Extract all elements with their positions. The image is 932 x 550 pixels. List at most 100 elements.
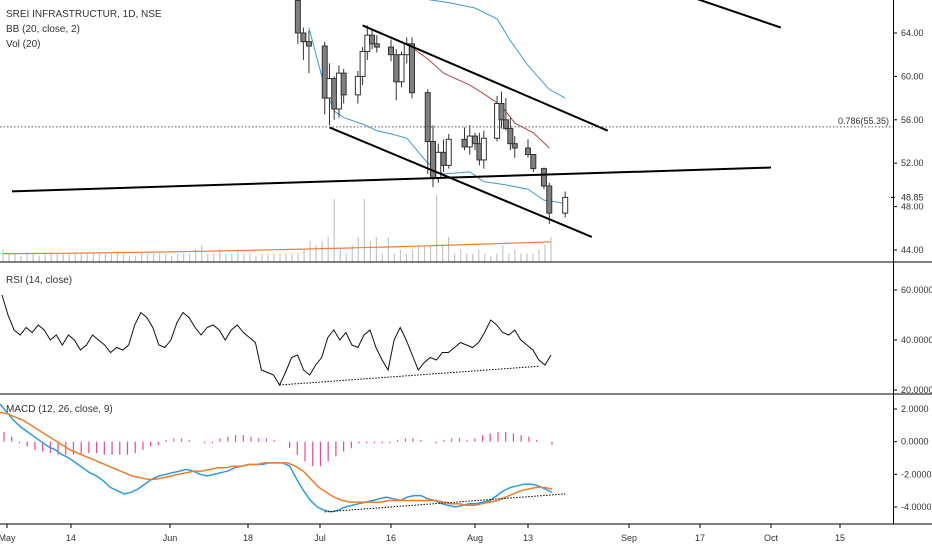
candle-body	[530, 154, 537, 170]
volume-bar	[532, 253, 534, 262]
price-tick-label: 64.00	[901, 28, 924, 38]
candle-body	[507, 127, 514, 145]
volume-bar	[520, 253, 522, 262]
last-price-label: 48.85	[901, 192, 924, 202]
volume-bar	[478, 249, 480, 262]
volume-bar	[74, 253, 76, 262]
price-tick-label: 52.00	[901, 158, 924, 168]
volume-bar	[152, 253, 155, 262]
volume-bar	[177, 253, 179, 262]
volume-bar	[110, 253, 112, 262]
vol-legend[interactable]: Vol (20)	[6, 39, 41, 50]
candle-body	[472, 135, 478, 145]
candle-body	[409, 43, 415, 94]
rsi-line	[1, 294, 552, 387]
price-axis[interactable]: 64.00 60.00 56.00 52.00 48.00 44.00 60.0000 40.…	[891, 28, 932, 512]
fib-label: 0.786(55.35)	[838, 116, 889, 126]
bb-basis-line	[390, 36, 550, 149]
volume-bar	[225, 253, 227, 262]
volume-bar	[38, 255, 40, 262]
last-price-box	[894, 191, 932, 204]
volume-bar	[158, 253, 161, 262]
volume-bar	[339, 249, 341, 262]
volume-bar	[417, 245, 420, 262]
macd-tick-label: -4.0000	[901, 502, 932, 512]
volume-bar	[189, 253, 191, 262]
candle-body	[525, 147, 531, 156]
volume-bar	[405, 253, 408, 262]
date-label: Aug	[467, 533, 483, 543]
volume-bar	[327, 236, 329, 262]
date-axis[interactable]: May 14 Jun 18 Jul 16 Aug 13 Sep 17 Oct 15	[0, 524, 845, 543]
volume-bar	[369, 241, 371, 262]
date-label: Jun	[163, 533, 178, 543]
volume-bar	[484, 253, 486, 262]
volume-bar	[466, 253, 468, 262]
volume-bar	[429, 245, 432, 262]
date-label: 18	[243, 533, 253, 543]
volume-bar	[448, 236, 450, 262]
volume-bar	[315, 245, 317, 262]
volume-bar	[357, 236, 359, 262]
volume-bar	[544, 245, 546, 262]
bb-upper-band	[427, 0, 566, 99]
volume-bar	[14, 253, 16, 262]
price-tick-label: 44.00	[901, 245, 924, 255]
candle-body	[388, 46, 394, 56]
rsi-divergence-line	[279, 365, 539, 386]
candle-body	[494, 103, 501, 139]
candle-body	[393, 54, 400, 83]
panel-separators	[0, 0, 932, 525]
date-label: Jul	[314, 533, 326, 543]
volume-bar	[8, 253, 10, 262]
candle-body	[440, 151, 447, 166]
candle-layer[interactable]	[294, 0, 569, 224]
volume-bar	[333, 199, 335, 262]
volume-bar	[201, 245, 203, 262]
volume-bar	[303, 249, 305, 262]
volume-bar	[490, 255, 492, 262]
volume-bar	[514, 249, 516, 262]
volume-bar	[454, 253, 456, 262]
volume-bar	[62, 253, 64, 262]
volume-bar	[255, 255, 257, 262]
volume-bar	[237, 249, 239, 262]
price-tick-label: 60.00	[901, 71, 924, 81]
volume-bar	[219, 249, 221, 262]
macd-layer	[0, 403, 566, 513]
volume-bar	[399, 249, 402, 262]
volume-bar	[526, 253, 528, 262]
candle-body	[340, 72, 347, 96]
macd-legend[interactable]: MACD (12, 26, close, 9)	[6, 404, 113, 415]
volume-bar	[50, 253, 52, 262]
volume-bar	[423, 245, 426, 262]
macd-signal-line	[0, 411, 553, 507]
volume-bar	[44, 253, 46, 262]
volume-bar	[140, 253, 143, 262]
volume-bar	[502, 245, 504, 262]
candle-body	[445, 138, 452, 166]
rsi-legend-box: RSI (14, close)	[6, 273, 72, 288]
date-label: May	[0, 533, 16, 543]
volume-bar	[207, 253, 209, 262]
symbol-title[interactable]: SREI INFRASTRUCTUR, 1D, NSE	[6, 9, 162, 20]
candle-body	[480, 137, 487, 161]
trendline-layer[interactable]	[11, 0, 782, 238]
candle-body	[300, 32, 307, 43]
volume-bar	[134, 255, 137, 262]
candle-body	[369, 34, 376, 45]
volume-bar	[508, 253, 510, 262]
candle-body	[546, 185, 553, 214]
volume-bar	[104, 253, 106, 262]
candle-body	[498, 103, 505, 121]
volume-bar	[2, 249, 4, 262]
trendline-4	[696, 0, 782, 29]
bb-legend[interactable]: BB (20, close, 2)	[6, 24, 80, 35]
date-label: Sep	[621, 533, 637, 543]
macd-divergence-line	[324, 493, 566, 513]
rsi-legend[interactable]: RSI (14, close)	[6, 275, 73, 286]
volume-bar	[164, 253, 167, 262]
volume-bar	[472, 253, 474, 262]
volume-bar	[20, 255, 22, 262]
